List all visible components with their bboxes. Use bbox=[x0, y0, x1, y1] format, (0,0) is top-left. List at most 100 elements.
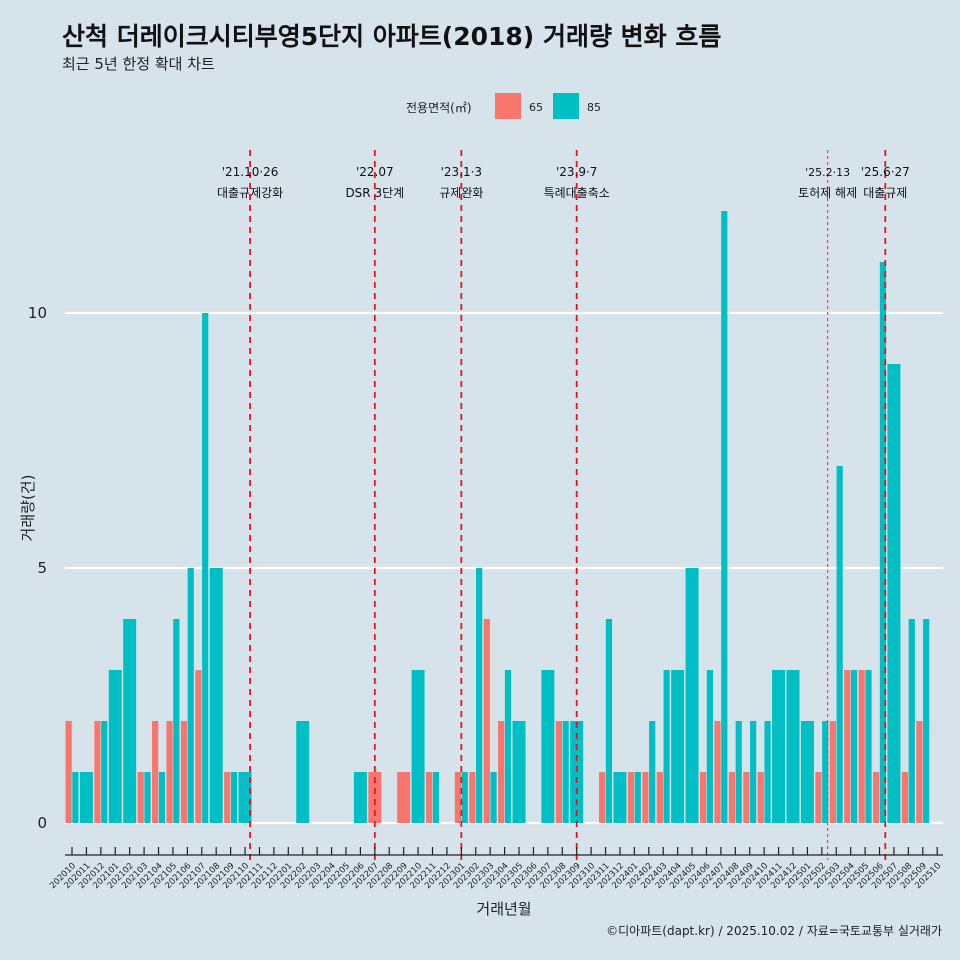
bars bbox=[65, 211, 930, 823]
event-date-label: '22.07 bbox=[356, 165, 394, 179]
event-date-label: '21.10·26 bbox=[222, 165, 279, 179]
bar-65 bbox=[469, 772, 476, 823]
event-date-label: '23.1·3 bbox=[441, 165, 482, 179]
bar-85 bbox=[411, 670, 425, 823]
bar-65 bbox=[555, 721, 562, 823]
bar-65 bbox=[224, 772, 231, 823]
y-tick-label: 0 bbox=[37, 814, 47, 832]
y-axis-ticks: 0 5 10 bbox=[28, 304, 47, 832]
bar-85 bbox=[230, 772, 238, 823]
bar-85 bbox=[432, 772, 439, 823]
chart-subtitle: 최근 5년 한정 확대 차트 bbox=[62, 55, 215, 73]
bar-85 bbox=[923, 619, 930, 823]
bar-85 bbox=[706, 670, 713, 823]
bar-65 bbox=[137, 772, 144, 823]
event-name-label: 대출규제 bbox=[863, 186, 907, 200]
bar-85 bbox=[613, 772, 627, 823]
bar-85 bbox=[836, 466, 843, 823]
bar-85 bbox=[570, 721, 584, 823]
bar-65 bbox=[699, 772, 707, 823]
legend-label-85: 85 bbox=[587, 101, 601, 114]
x-axis-label: 거래년월 bbox=[476, 900, 531, 918]
bar-85 bbox=[721, 211, 728, 823]
bar-65 bbox=[728, 772, 736, 823]
bar-65 bbox=[815, 772, 822, 823]
bar-65 bbox=[743, 772, 750, 823]
bar-85 bbox=[663, 670, 670, 823]
bar-65 bbox=[599, 772, 606, 823]
bar-65 bbox=[397, 772, 411, 823]
bar-65 bbox=[426, 772, 433, 823]
legend-title: 전용면적(㎡) bbox=[406, 101, 472, 115]
bar-85 bbox=[750, 721, 757, 823]
bar-85 bbox=[476, 568, 483, 823]
bar-85 bbox=[504, 670, 512, 823]
bar-85 bbox=[605, 619, 613, 823]
bar-85 bbox=[461, 772, 468, 823]
y-tick-label: 5 bbox=[37, 559, 47, 577]
event-date-label: '25.2·13 bbox=[805, 166, 850, 179]
caption: ©디아파트(dapt.kr) / 2025.10.02 / 자료=국토교통부 실… bbox=[606, 924, 942, 938]
bar-65 bbox=[844, 670, 851, 823]
legend-label-65: 65 bbox=[529, 101, 543, 114]
bar-65 bbox=[901, 772, 909, 823]
event-name-label: 대출규제강화 bbox=[217, 186, 283, 200]
event-name-label: 특례대출축소 bbox=[544, 186, 610, 200]
x-axis-ticks: 2020102020112020122021012021022021032021… bbox=[48, 847, 943, 891]
y-axis-label: 거래량(건) bbox=[19, 475, 37, 542]
bar-65 bbox=[916, 721, 923, 823]
bar-85 bbox=[238, 772, 252, 823]
bar-85 bbox=[786, 670, 800, 823]
event-date-label: '23.9·7 bbox=[556, 165, 597, 179]
bar-85 bbox=[173, 619, 180, 823]
bar-65 bbox=[873, 772, 880, 823]
bar-85 bbox=[209, 568, 223, 823]
bar-85 bbox=[685, 568, 699, 823]
bar-65 bbox=[829, 721, 836, 823]
bar-85 bbox=[887, 364, 901, 823]
bar-85 bbox=[562, 721, 569, 823]
bar-85 bbox=[541, 670, 555, 823]
bar-65 bbox=[454, 772, 462, 823]
bar-85 bbox=[72, 772, 79, 823]
chart-title: 산척 더레이크시티부영5단지 아파트(2018) 거래량 변화 흐름 bbox=[62, 22, 721, 51]
bar-85 bbox=[144, 772, 151, 823]
bar-85 bbox=[158, 772, 166, 823]
event-name-label: 규제완화 bbox=[439, 186, 483, 200]
bar-85 bbox=[108, 670, 122, 823]
event-lines bbox=[249, 150, 887, 860]
bar-85 bbox=[634, 772, 641, 823]
bar-65 bbox=[180, 721, 188, 823]
event-name-label: DSR 3단계 bbox=[345, 186, 404, 200]
bar-85 bbox=[879, 262, 887, 823]
bar-85 bbox=[202, 313, 209, 823]
bar-85 bbox=[865, 670, 872, 823]
legend-swatch-65 bbox=[495, 93, 521, 119]
bar-85 bbox=[735, 721, 742, 823]
bar-85 bbox=[353, 772, 367, 823]
bar-65 bbox=[94, 721, 101, 823]
bar-85 bbox=[800, 721, 814, 823]
bar-65 bbox=[483, 619, 490, 823]
bar-65 bbox=[195, 670, 202, 823]
bar-65 bbox=[757, 772, 764, 823]
bar-65 bbox=[166, 721, 173, 823]
bar-85 bbox=[908, 619, 915, 823]
bar-85 bbox=[772, 670, 786, 823]
event-date-label: '25.6·27 bbox=[861, 165, 910, 179]
bar-65 bbox=[152, 721, 159, 823]
bar-65 bbox=[65, 721, 72, 823]
y-tick-label: 10 bbox=[28, 304, 47, 322]
event-annotations: '21.10·26 대출규제강화 '22.07 DSR 3단계 '23.1·3 규제완화 '… bbox=[217, 165, 910, 200]
bar-65 bbox=[714, 721, 721, 823]
bar-65 bbox=[858, 670, 865, 823]
bar-85 bbox=[123, 619, 137, 823]
bar-85 bbox=[512, 721, 526, 823]
bar-85 bbox=[671, 670, 685, 823]
bar-65 bbox=[642, 772, 649, 823]
bar-85 bbox=[822, 721, 829, 823]
bar-65 bbox=[627, 772, 635, 823]
legend: 전용면적(㎡) 65 85 bbox=[406, 93, 601, 119]
bar-85 bbox=[296, 721, 310, 823]
bar-85 bbox=[187, 568, 194, 823]
